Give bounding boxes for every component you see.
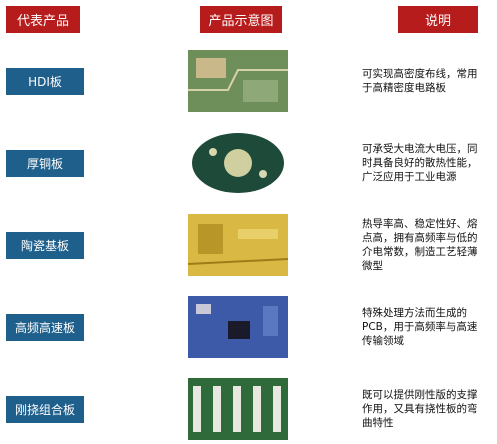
pcb-image — [188, 296, 288, 358]
description: 热导率高、稳定性好、熔 点高，拥有高频率与低的 介电常数，制造工艺轻薄 微型 — [362, 217, 478, 273]
description-line: 传输领域 — [362, 335, 404, 347]
description: 可承受大电流大电压，同 时具备良好的散热性能， 广泛应用于工业电源 — [362, 142, 478, 184]
description-line: PCB，用于高频率与高速 — [362, 321, 478, 333]
column-header: 代表产品 — [6, 6, 80, 33]
pcb-image — [188, 378, 288, 440]
description-line: 曲特性 — [362, 417, 394, 429]
description-line: 可承受大电流大电压，同 — [362, 143, 478, 155]
product-label: 高频高速板 — [6, 314, 84, 341]
description-line: 作用，又具有挠性板的弯 — [362, 403, 478, 415]
description: 既可以提供刚性版的支撑 作用，又具有挠性板的弯 曲特性 — [362, 388, 478, 430]
pcb-image — [188, 132, 288, 194]
description-line: 微型 — [362, 260, 383, 272]
description-line: 介电常数，制造工艺轻薄 — [362, 246, 478, 258]
description: 特殊处理方法而生成的 PCB，用于高频率与高速 传输领域 — [362, 306, 477, 348]
product-label: 陶瓷基板 — [6, 232, 84, 259]
description: 可实现高密度布线，常用 于高精密度电路板 — [362, 67, 478, 95]
description-line: 特殊处理方法而生成的 — [362, 307, 467, 319]
description-line: 点高，拥有高频率与低的 — [362, 232, 478, 244]
product-label: HDI板 — [6, 68, 84, 95]
description-line: 既可以提供刚性版的支撑 — [362, 389, 478, 401]
description-line: 于高精密度电路板 — [362, 82, 446, 94]
description-line: 可实现高密度布线，常用 — [362, 68, 478, 80]
column-header: 说明 — [398, 6, 478, 33]
product-label: 刚挠组合板 — [6, 396, 84, 423]
pcb-image — [188, 214, 288, 276]
description-line: 时具备良好的散热性能， — [362, 157, 478, 169]
product-label: 厚铜板 — [6, 150, 84, 177]
pcb-image — [188, 50, 288, 112]
column-header: 产品示意图 — [200, 6, 282, 33]
description-line: 热导率高、稳定性好、熔 — [362, 218, 478, 230]
description-line: 广泛应用于工业电源 — [362, 171, 457, 183]
